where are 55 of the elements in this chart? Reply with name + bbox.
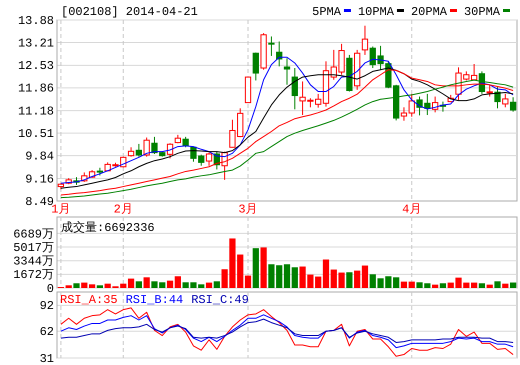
y-tick-label: 11.18 — [18, 104, 54, 119]
candlestick — [502, 93, 508, 108]
candlestick — [276, 40, 282, 67]
bar — [299, 266, 306, 288]
bar — [510, 282, 516, 288]
bar — [222, 269, 228, 288]
chart-title: [002108] 2014-04-21 — [61, 5, 198, 19]
y-tick-label: 13.88 — [18, 14, 54, 28]
y-tick-label: 3344万 — [13, 254, 54, 269]
y-tick-label: 5017万 — [13, 240, 54, 255]
y-tick-label: 1672万 — [13, 268, 54, 282]
line-series — [60, 318, 514, 343]
line-series — [60, 314, 514, 348]
y-tick-label: 92 — [40, 299, 54, 314]
y-tick-label: 6689万 — [13, 227, 54, 242]
series-label: RSI_A:35 — [60, 293, 118, 307]
y-tick-label: 10.51 — [18, 127, 54, 142]
y-tick-label: 9.16 — [25, 172, 54, 186]
bar — [144, 277, 150, 288]
x-tick-label: 2月 — [114, 202, 133, 217]
y-tick-label: 12.53 — [18, 59, 54, 74]
candlestick — [284, 58, 290, 86]
series-label: RSI_B:44 — [126, 293, 184, 307]
bar — [206, 282, 212, 288]
legend-label: 20PMA — [410, 5, 448, 19]
bar — [494, 281, 501, 288]
y-tick-label: 9.84 — [25, 150, 54, 164]
bar — [214, 281, 220, 288]
bar — [136, 281, 142, 288]
chart-title: 成交量:6692336 — [61, 220, 155, 235]
x-tick-label: 3月 — [238, 202, 258, 217]
y-tick-label: 31 — [40, 352, 54, 365]
candlestick — [362, 25, 368, 56]
bar — [478, 283, 486, 288]
y-tick-label: 62 — [40, 325, 54, 340]
y-tick-label: 8.49 — [25, 194, 54, 209]
x-tick-label: 4月 — [402, 202, 422, 217]
legend-label: 30PMA — [464, 5, 501, 19]
y-tick-label: 0 — [46, 282, 54, 296]
line-series — [60, 307, 514, 357]
legend-label: 5PMA — [312, 5, 342, 19]
y-tick-label: 13.21 — [18, 36, 54, 50]
bar — [252, 248, 259, 288]
legend-label: 10PMA — [358, 5, 395, 19]
bar — [440, 283, 446, 288]
bar — [260, 247, 267, 288]
y-tick-label: 11.86 — [18, 82, 54, 96]
bar — [73, 283, 80, 288]
bar — [346, 272, 352, 288]
candlestick — [292, 68, 298, 110]
bar — [502, 284, 508, 288]
bar — [486, 284, 493, 288]
series-label: RSI_C:49 — [191, 293, 249, 307]
bar — [432, 284, 438, 288]
bar — [96, 285, 103, 288]
